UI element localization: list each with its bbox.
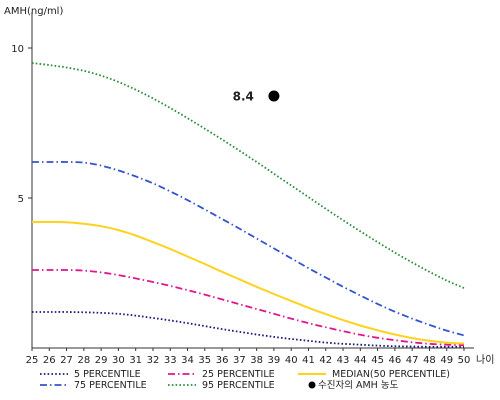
series-line-75-percentile [32, 161, 465, 337]
legend-label: MEDIAN(50 PERCENTILE) [332, 369, 450, 380]
x-tick-label: 38 [250, 355, 263, 366]
x-tick-label: 44 [354, 355, 367, 366]
x-tick-label: 29 [95, 355, 108, 366]
x-tick-label: 35 [198, 355, 211, 366]
x-tick-label: 26 [43, 355, 56, 366]
y-tick-label: 5 [18, 194, 24, 205]
x-tick-label: 47 [406, 355, 419, 366]
patient-amh-point [268, 90, 280, 102]
x-tick-label: 45 [371, 355, 384, 366]
x-tick-label: 49 [440, 355, 453, 366]
x-tick-label: 41 [302, 355, 315, 366]
x-tick-label: 40 [285, 355, 298, 366]
patient-amh-value-label: 8.4 [233, 90, 254, 104]
x-tick-label: 31 [129, 355, 142, 366]
x-tick-label: 39 [268, 355, 281, 366]
x-axis-title: 나이 [476, 354, 494, 366]
series-line-25-percentile [32, 269, 465, 347]
x-tick-label: 36 [216, 355, 229, 366]
x-tick-label: 43 [337, 355, 350, 366]
legend-label: 5 PERCENTILE [74, 369, 141, 380]
x-tick-label: 28 [77, 355, 90, 366]
x-tick-label: 42 [319, 355, 332, 366]
x-tick-label: 33 [164, 355, 177, 366]
x-tick-label: 25 [26, 355, 39, 366]
axes: AMH(ng/ml) 5 10 25 26 27 28 29 30 31 32 33 34 35 36 37 3… [4, 6, 494, 366]
x-tick-label: 48 [423, 355, 436, 366]
x-tick-label: 37 [233, 355, 246, 366]
legend: 5 PERCENTILE 25 PERCENTILE MEDIAN(50 PERCE… [40, 369, 450, 391]
highlight-layer: 8.4 [233, 90, 280, 104]
legend-patient-marker [308, 381, 316, 389]
x-tick-label: 30 [112, 355, 125, 366]
x-tick-label: 46 [389, 355, 402, 366]
series-line-5-percentile [31, 311, 464, 348]
legend-label: 25 PERCENTILE [202, 369, 275, 380]
x-tick-label: 34 [181, 355, 194, 366]
legend-label: 95 PERCENTILE [202, 380, 275, 391]
x-tick-label: 32 [147, 355, 160, 366]
x-tick-label: 27 [60, 355, 73, 366]
x-tick-label: 50 [458, 355, 471, 366]
y-tick-label: 10 [11, 44, 24, 55]
y-axis-title: AMH(ng/ml) [4, 6, 63, 17]
series-layer [31, 62, 465, 348]
legend-label: 75 PERCENTILE [74, 380, 147, 391]
series-line-median-50-percentile [31, 220, 465, 345]
legend-label: 수진자의 AMH 농도 [318, 380, 399, 391]
